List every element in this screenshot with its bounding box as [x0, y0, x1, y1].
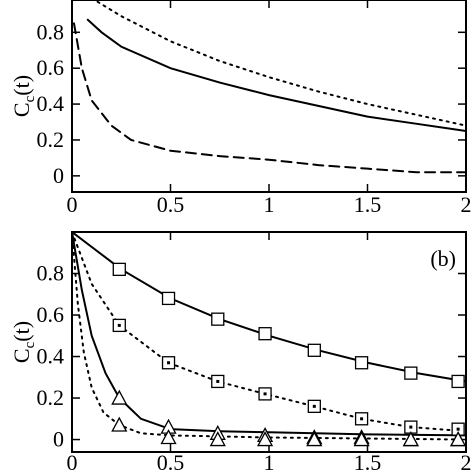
- y-tick-label: 0: [53, 427, 64, 452]
- marker: [307, 343, 321, 357]
- x-tick-label: 1.5: [354, 450, 382, 474]
- panel-label: (b): [430, 246, 456, 271]
- series-line: [72, 22, 466, 174]
- panel: 0 0.5 1 1.5 2 0 0.2 0.4 0.6 0.8 Cc(t) (b): [9, 231, 472, 474]
- marker: [258, 327, 272, 341]
- x-tick-label: 2: [461, 450, 472, 474]
- y-tick-label: 0.8: [37, 261, 65, 286]
- marker-inner: [167, 361, 171, 365]
- label-sub: c: [22, 95, 38, 102]
- y-tick-label: 0.4: [37, 91, 65, 116]
- marker: [256, 431, 274, 447]
- marker-inner: [409, 425, 413, 429]
- marker: [354, 356, 369, 370]
- plot-area: [72, 0, 466, 174]
- marker: [160, 429, 177, 445]
- marker: [353, 431, 370, 447]
- x-tick-label: 0: [67, 192, 78, 217]
- y-tick-label: 0.6: [37, 55, 65, 80]
- x-tick-label: 2: [461, 192, 472, 217]
- x-tick-label: 1: [264, 450, 275, 474]
- y-axis-label: Cc(t): [9, 321, 38, 363]
- marker: [402, 431, 419, 447]
- x-tick-label: 0: [67, 450, 78, 474]
- marker-inner: [263, 392, 267, 396]
- panel: 0 0.5 1 1.5 2 0 0.2 0.4 0.6 0.8 Cc(t): [9, 0, 472, 217]
- marker: [211, 312, 225, 326]
- marker-inner: [360, 417, 364, 421]
- label-tail: (t): [9, 75, 34, 96]
- series-line: [72, 232, 466, 383]
- x-tick-label: 1: [264, 192, 275, 217]
- marker: [111, 389, 128, 405]
- label-main: C: [9, 348, 34, 363]
- y-tick-label: 0.8: [37, 19, 65, 44]
- y-tick-label: 0: [53, 163, 64, 188]
- marker-inner: [216, 379, 220, 383]
- marker: [111, 416, 128, 432]
- marker-inner: [456, 427, 460, 431]
- y-tick-label: 0.2: [37, 385, 65, 410]
- label-sub: c: [22, 341, 38, 348]
- marker: [112, 262, 126, 277]
- marker: [450, 431, 467, 447]
- marker-inner: [312, 404, 316, 408]
- marker: [404, 366, 418, 380]
- y-axis-label: Cc(t): [9, 75, 38, 117]
- y-tick-label: 0.6: [37, 302, 65, 327]
- label-main: C: [9, 102, 34, 117]
- label-tail: (t): [9, 321, 34, 342]
- marker-inner: [117, 323, 121, 327]
- marker: [306, 431, 323, 447]
- series-line: [96, 0, 466, 127]
- x-tick-label: 0.5: [157, 192, 185, 217]
- marker: [451, 374, 465, 389]
- series-line: [86, 18, 466, 132]
- frame: [71, 231, 467, 453]
- y-tick-label: 0.4: [37, 344, 65, 369]
- marker: [209, 431, 226, 447]
- x-tick-label: 0.5: [157, 450, 185, 474]
- series-line: [72, 232, 466, 437]
- y-tick-label: 0.2: [37, 127, 65, 152]
- series-line: [72, 232, 466, 433]
- marker: [161, 291, 176, 306]
- x-tick-label: 1.5: [354, 192, 382, 217]
